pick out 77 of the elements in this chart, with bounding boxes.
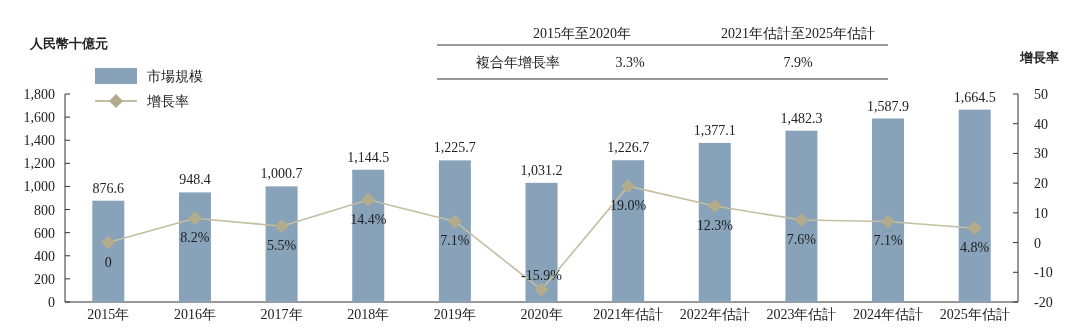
bar bbox=[872, 118, 905, 302]
y2-axis-title: 增長率 bbox=[1019, 50, 1059, 65]
x-tick-label: 2018年 bbox=[347, 307, 390, 322]
point bbox=[794, 212, 809, 227]
text: 7.9% bbox=[783, 55, 813, 70]
bar bbox=[958, 109, 991, 302]
y-tick-label: 600 bbox=[34, 225, 55, 241]
data-label: 1,144.5 bbox=[347, 149, 390, 165]
point bbox=[534, 282, 549, 297]
point bbox=[967, 221, 982, 236]
point bbox=[187, 211, 202, 226]
x-tick-label: 2017年 bbox=[260, 307, 303, 322]
x-tick-label: 2024年估計 bbox=[853, 307, 924, 322]
x-tick-label: 2016年 bbox=[173, 307, 216, 322]
data-label: 948.4 bbox=[179, 172, 211, 188]
x-tick-label: 2020年 bbox=[520, 307, 563, 322]
point bbox=[101, 235, 116, 250]
point bbox=[361, 192, 376, 207]
y2-tick-label: -20 bbox=[1034, 295, 1053, 310]
data-label: 1,482.3 bbox=[780, 110, 823, 126]
x-tick-label: 2022年估計 bbox=[679, 307, 750, 322]
y2-tick-label: -10 bbox=[1034, 265, 1053, 281]
point bbox=[447, 214, 462, 229]
y2-tick-label: 40 bbox=[1034, 116, 1048, 132]
y-tick-label: 1,400 bbox=[23, 133, 55, 149]
y-axis-title: 人民幣十億元 bbox=[29, 36, 108, 51]
x-tick-label: 2025年估計 bbox=[939, 307, 1010, 322]
bar bbox=[352, 169, 385, 302]
y2-tick-label: 0 bbox=[1034, 235, 1041, 251]
data-label: 1,377.1 bbox=[693, 122, 736, 138]
point bbox=[881, 214, 896, 229]
y2-tick-label: 20 bbox=[1034, 176, 1048, 192]
x-tick-label: 2015年 bbox=[87, 307, 130, 322]
bar bbox=[265, 186, 298, 302]
point bbox=[707, 199, 722, 214]
data-label: 7.1% bbox=[440, 233, 470, 249]
bar bbox=[438, 160, 471, 302]
bar bbox=[178, 192, 211, 302]
y-tick-label: 1,800 bbox=[23, 87, 55, 102]
data-label: 1,225.7 bbox=[433, 140, 476, 156]
data-label: 1,587.9 bbox=[867, 98, 910, 114]
data-label: 1,664.5 bbox=[953, 89, 996, 105]
y-tick-label: 800 bbox=[34, 202, 55, 218]
data-label: 1,226.7 bbox=[607, 140, 650, 156]
text: 複合年增長率 bbox=[476, 55, 560, 70]
point bbox=[274, 219, 289, 234]
x-tick-label: 2023年估計 bbox=[766, 307, 837, 322]
y-tick-label: 0 bbox=[48, 295, 55, 310]
data-label: 7.1% bbox=[873, 233, 903, 249]
x-tick-label: 2019年 bbox=[433, 307, 476, 322]
y2-tick-label: 30 bbox=[1034, 146, 1048, 162]
text: 2015年至2020年 bbox=[533, 26, 631, 41]
y-tick-label: 1,200 bbox=[23, 156, 55, 172]
data-label: 7.6% bbox=[786, 231, 817, 247]
text: 3.3% bbox=[615, 55, 645, 70]
data-label: 876.6 bbox=[92, 180, 125, 196]
y-tick-label: 200 bbox=[34, 271, 55, 287]
data-label: 1,031.2 bbox=[520, 162, 563, 178]
data-label: 4.8% bbox=[960, 240, 990, 256]
point bbox=[621, 179, 636, 194]
y2-tick-label: 10 bbox=[1034, 205, 1048, 221]
bar bbox=[698, 142, 731, 302]
x-tick-label: 2021年估計 bbox=[593, 307, 664, 322]
data-label: 5.5% bbox=[267, 238, 297, 254]
y-tick-label: 1,600 bbox=[23, 110, 55, 126]
y2-tick-label: 50 bbox=[1034, 87, 1048, 102]
text: 2021年估計至2025年估計 bbox=[721, 26, 875, 41]
y-tick-label: 400 bbox=[34, 248, 55, 264]
y-tick-label: 1,000 bbox=[23, 179, 55, 195]
legend-label: 市場規模 bbox=[147, 68, 203, 84]
data-label: 8.2% bbox=[180, 230, 210, 246]
bar bbox=[612, 160, 645, 302]
bar bbox=[785, 130, 818, 302]
data-label: 0 bbox=[104, 254, 112, 270]
legend-label: 增長率 bbox=[146, 93, 189, 109]
bar bbox=[92, 200, 125, 302]
data-label: 1,000.7 bbox=[260, 166, 303, 182]
